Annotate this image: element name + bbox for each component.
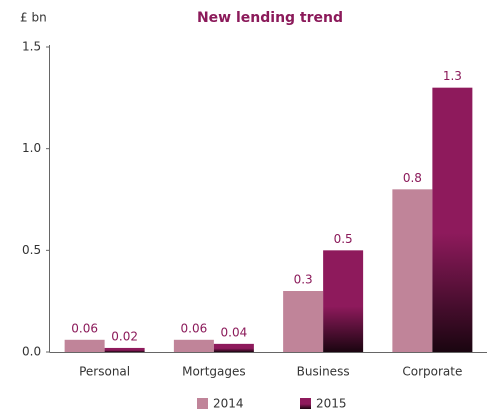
data-label: 1.3 [443, 69, 462, 83]
y-axis-label: £ bn [20, 11, 47, 25]
y-tick-label: 1.5 [22, 40, 41, 54]
x-tick-label: Personal [79, 365, 130, 379]
bar [64, 339, 105, 352]
bar [392, 189, 433, 352]
data-label: 0.04 [221, 325, 248, 339]
legend-swatch [300, 398, 311, 409]
legend-label: 2014 [213, 397, 244, 411]
bar [432, 87, 473, 353]
x-tick-label: Business [297, 365, 350, 379]
legend-label: 2015 [316, 397, 347, 411]
y-tick-label: 0.0 [22, 345, 41, 359]
chart-title: New lending trend [197, 10, 343, 26]
data-label: 0.3 [294, 273, 313, 287]
data-label: 0.8 [403, 171, 422, 185]
data-label: 0.5 [334, 232, 353, 246]
bar [213, 343, 254, 352]
bar [173, 339, 214, 352]
y-tick-label: 0.5 [22, 243, 41, 257]
data-label: 0.06 [181, 321, 208, 335]
data-label: 0.02 [111, 329, 138, 343]
x-tick-label: Mortgages [182, 365, 246, 379]
x-tick-label: Corporate [402, 365, 462, 379]
legend-swatch [197, 398, 208, 409]
y-tick-label: 1.0 [22, 141, 41, 155]
bar [283, 291, 324, 352]
data-label: 0.06 [71, 321, 98, 335]
bar [323, 250, 364, 352]
bar [104, 347, 145, 352]
